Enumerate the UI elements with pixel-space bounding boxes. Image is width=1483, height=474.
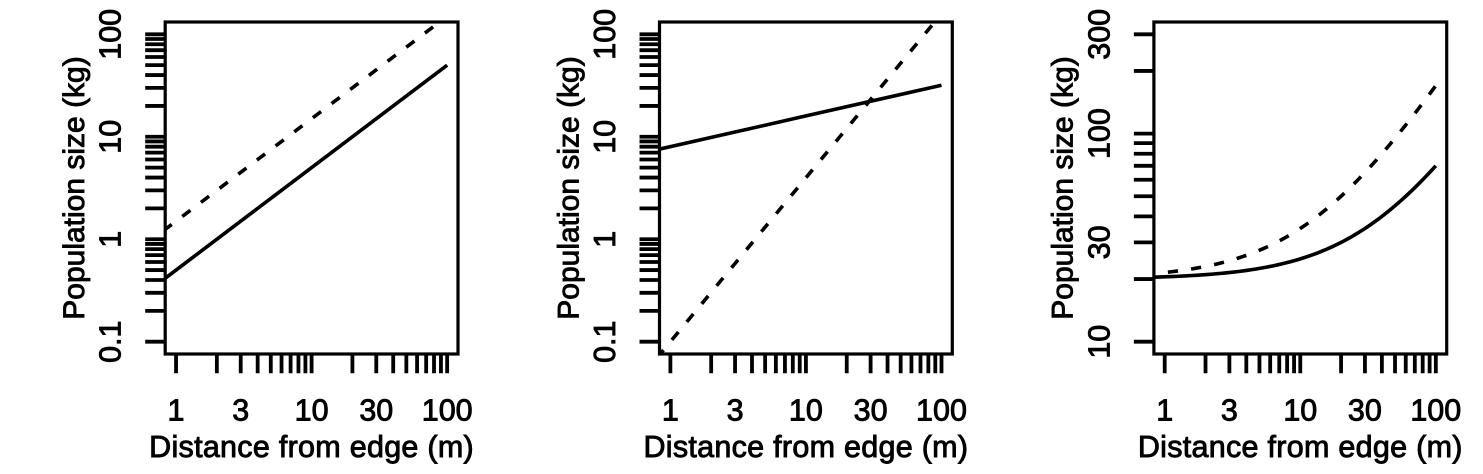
svg-text:10: 10 <box>1082 325 1116 359</box>
svg-text:3: 3 <box>727 394 744 428</box>
svg-text:10: 10 <box>789 394 823 428</box>
svg-text:1: 1 <box>1156 394 1173 428</box>
svg-text:10: 10 <box>94 120 128 154</box>
svg-text:300: 300 <box>1082 9 1116 60</box>
svg-text:3: 3 <box>1221 394 1238 428</box>
svg-text:Population size (kg): Population size (kg) <box>552 56 585 319</box>
svg-text:Population size (kg): Population size (kg) <box>1047 56 1080 319</box>
svg-text:30: 30 <box>1348 394 1382 428</box>
svg-text:1: 1 <box>588 231 622 248</box>
svg-text:100: 100 <box>588 9 622 60</box>
svg-text:100: 100 <box>94 9 128 60</box>
svg-text:100: 100 <box>1082 108 1116 159</box>
svg-text:Distance from edge (m): Distance from edge (m) <box>149 430 474 464</box>
svg-text:0.1: 0.1 <box>588 320 622 362</box>
svg-text:1: 1 <box>94 231 128 248</box>
svg-text:10: 10 <box>1283 394 1317 428</box>
svg-text:100: 100 <box>422 394 473 428</box>
svg-text:Distance from edge (m): Distance from edge (m) <box>643 430 968 464</box>
svg-text:10: 10 <box>295 394 329 428</box>
svg-text:3: 3 <box>232 394 249 428</box>
svg-text:0.1: 0.1 <box>94 320 128 362</box>
svg-text:100: 100 <box>1410 394 1461 428</box>
svg-text:1: 1 <box>662 394 679 428</box>
svg-text:10: 10 <box>588 120 622 154</box>
svg-text:Distance from edge (m): Distance from edge (m) <box>1138 430 1463 464</box>
svg-text:1: 1 <box>168 394 185 428</box>
svg-text:Population size (kg): Population size (kg) <box>58 56 91 319</box>
svg-text:30: 30 <box>359 394 393 428</box>
svg-text:100: 100 <box>916 394 967 428</box>
svg-text:30: 30 <box>1082 225 1116 259</box>
svg-text:30: 30 <box>854 394 888 428</box>
